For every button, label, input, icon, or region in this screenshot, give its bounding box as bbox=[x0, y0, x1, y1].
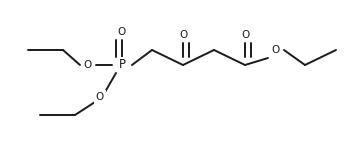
Text: O: O bbox=[179, 30, 187, 40]
Text: O: O bbox=[96, 92, 104, 102]
Text: O: O bbox=[84, 60, 92, 70]
Text: P: P bbox=[119, 59, 126, 71]
Text: O: O bbox=[241, 30, 249, 40]
Text: O: O bbox=[118, 27, 126, 37]
Text: O: O bbox=[272, 45, 280, 55]
